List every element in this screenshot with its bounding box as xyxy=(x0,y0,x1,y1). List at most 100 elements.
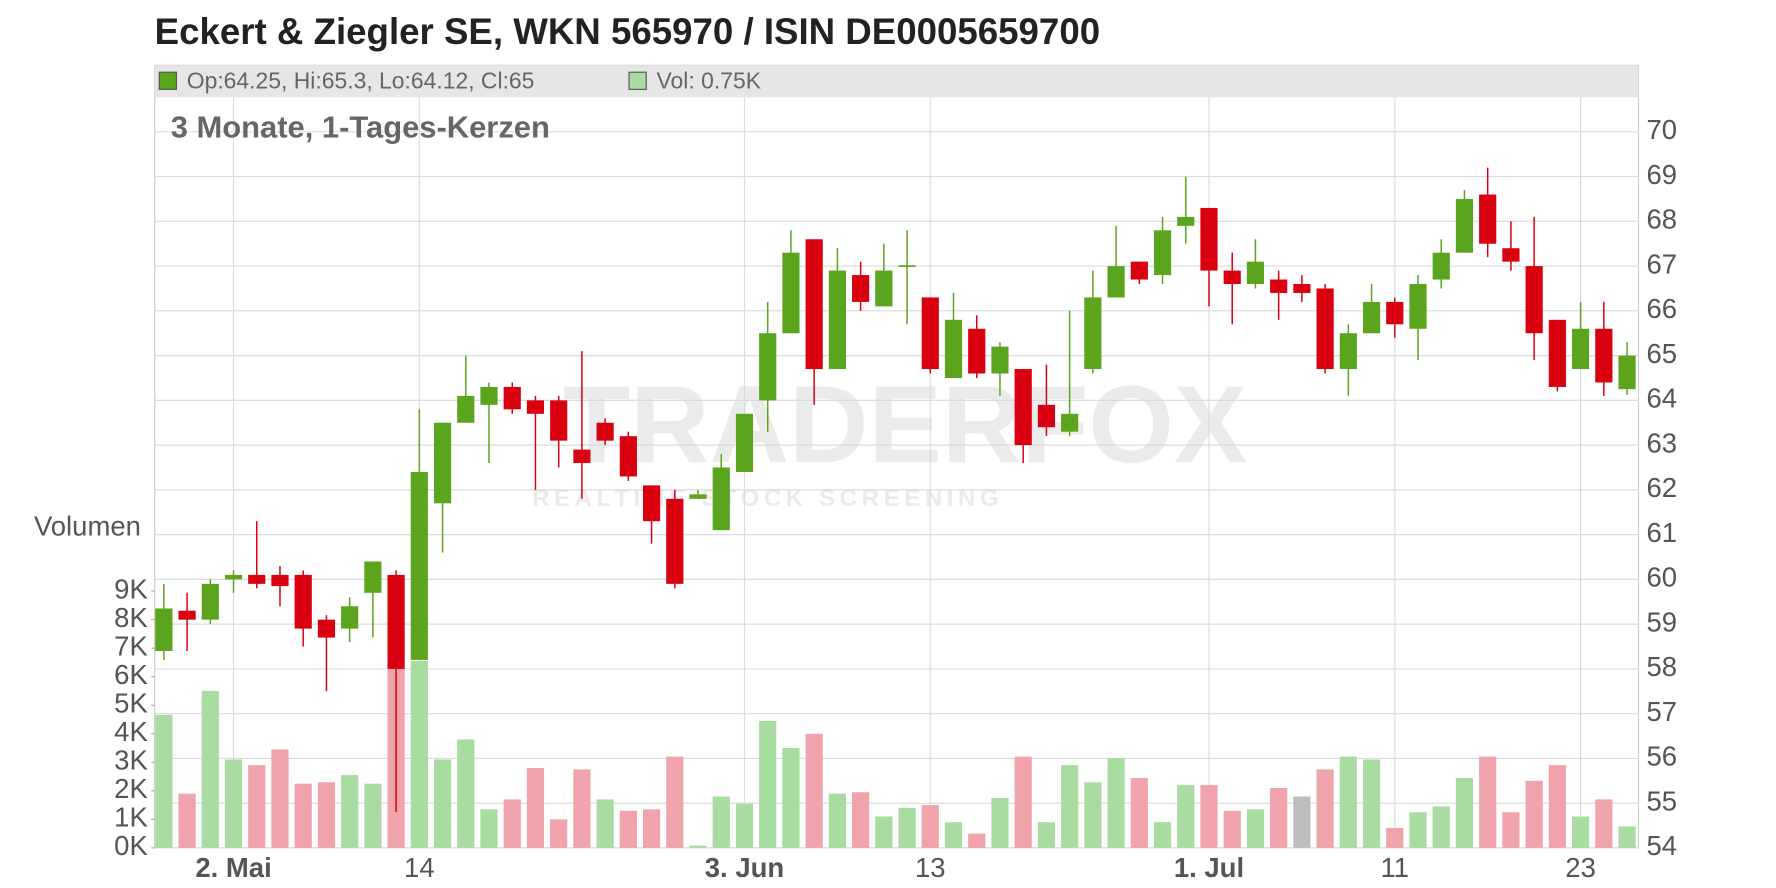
y-tick-label: 54 xyxy=(1647,830,1678,861)
candle-body xyxy=(1502,248,1520,262)
candle-body xyxy=(852,275,870,302)
volume-bar xyxy=(689,845,707,848)
candle-body xyxy=(387,574,405,669)
x-tick-label: 13 xyxy=(915,852,946,883)
y-tick-label: 63 xyxy=(1647,427,1678,458)
candle-body xyxy=(1037,404,1056,428)
candle-body xyxy=(1223,270,1241,285)
volume-bar xyxy=(782,748,800,848)
y-tick-label: 57 xyxy=(1647,696,1678,727)
candle-body xyxy=(573,449,591,464)
volume-bar xyxy=(921,805,939,848)
volume-bar xyxy=(1409,812,1427,848)
candle-body xyxy=(828,270,846,370)
candle-body xyxy=(201,583,219,620)
legend-swatch-volume xyxy=(628,71,647,90)
candle-body xyxy=(1316,288,1334,370)
candle-body xyxy=(805,239,823,370)
candle-body xyxy=(875,270,893,307)
y-tick-label: 62 xyxy=(1647,472,1678,503)
subtitle: 3 Monate, 1-Tages-Kerzen xyxy=(171,110,550,145)
candle-body xyxy=(666,498,684,584)
y-tick-label: 58 xyxy=(1647,651,1678,682)
legend-ohlc: Op:64.25, Hi:65.3, Lo:64.12, Cl:65 xyxy=(187,68,535,94)
volume-bar xyxy=(550,819,568,848)
volume-bar xyxy=(968,833,986,848)
candle-body xyxy=(619,436,637,477)
x-tick-label: 23 xyxy=(1565,852,1596,883)
candle-body xyxy=(433,422,452,504)
y-tick-label: 56 xyxy=(1647,741,1678,772)
watermark-text: TRADERFOX xyxy=(563,363,1247,486)
volume-bar xyxy=(712,796,730,848)
chart-title: Eckert & Ziegler SE, WKN 565970 / ISIN D… xyxy=(155,11,1100,52)
candle-body xyxy=(596,422,614,441)
y2-tick-label: 9K xyxy=(114,573,148,604)
volume-bar xyxy=(1572,816,1590,848)
candle-body xyxy=(712,467,730,531)
legend-volume: Vol: 0.75K xyxy=(657,68,762,94)
volume-bar xyxy=(1084,782,1102,848)
volume-bar xyxy=(1455,777,1474,848)
candle-body xyxy=(921,297,939,370)
candle-body xyxy=(898,265,916,267)
volume-bar xyxy=(341,775,359,848)
candle-body xyxy=(1270,279,1288,293)
candles xyxy=(155,167,1636,813)
volume-bar xyxy=(666,756,684,848)
volume-bar xyxy=(1339,756,1357,848)
volume-bar xyxy=(828,793,846,848)
volume-bar xyxy=(1316,769,1334,848)
watermark-sub: REALTIME STOCK SCREENING xyxy=(532,485,1003,512)
candle-body xyxy=(526,400,545,414)
volume-bar xyxy=(573,769,591,848)
volume-bar xyxy=(294,783,312,848)
candle-body xyxy=(1014,369,1032,446)
volume-bar xyxy=(1223,810,1241,848)
y2-tick-label: 5K xyxy=(114,687,148,718)
y-tick-label: 61 xyxy=(1647,517,1678,548)
candle-body xyxy=(1339,333,1357,370)
candle-body xyxy=(1362,301,1381,334)
volume-bar xyxy=(1270,787,1288,848)
candle-body xyxy=(271,574,289,587)
candle-body xyxy=(1107,266,1125,298)
candle-body xyxy=(782,252,800,334)
candle-body xyxy=(1409,284,1427,329)
volume-bar xyxy=(410,660,428,848)
candle-body xyxy=(1432,252,1450,280)
volume-bar xyxy=(1525,780,1543,848)
candle-body xyxy=(1572,328,1590,370)
y-tick-label: 60 xyxy=(1647,562,1678,593)
candle-body xyxy=(341,606,359,629)
candle-body xyxy=(1293,284,1311,293)
y-tick-label: 68 xyxy=(1647,204,1678,235)
candle-body xyxy=(364,561,382,593)
y-tick-label: 65 xyxy=(1647,338,1678,369)
volume-bar xyxy=(1293,796,1311,848)
volume-bar xyxy=(619,810,637,848)
volume-bar xyxy=(735,803,754,848)
candle-body xyxy=(1595,328,1613,383)
candle-body xyxy=(1130,261,1148,280)
candle-body xyxy=(1153,230,1172,276)
candle-body xyxy=(480,386,498,405)
volume-bar xyxy=(1130,777,1148,848)
y-tick-label: 64 xyxy=(1647,383,1678,414)
y2-tick-label: 8K xyxy=(114,602,148,633)
volume-bar xyxy=(1595,799,1613,848)
candle-body xyxy=(410,471,428,660)
x-tick-label: 14 xyxy=(404,852,435,883)
y2-tick-label: 7K xyxy=(114,630,148,661)
volume-bar xyxy=(1548,765,1566,848)
y-tick-label: 69 xyxy=(1647,159,1678,190)
candle-body xyxy=(944,319,963,378)
candle-body xyxy=(457,395,475,423)
volume-bar xyxy=(1177,785,1195,848)
candle-body xyxy=(968,328,986,374)
candle-body xyxy=(294,574,312,629)
volume-bar xyxy=(898,807,916,848)
candle-body xyxy=(155,608,173,651)
candle-body xyxy=(1618,355,1636,390)
volume-bar xyxy=(852,792,870,848)
